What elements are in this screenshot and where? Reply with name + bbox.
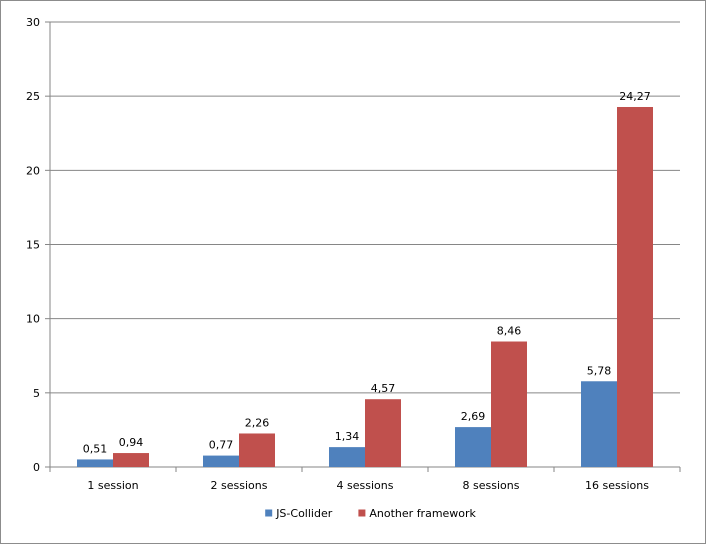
legend-label: JS-Collider	[275, 507, 333, 520]
legend-swatch	[358, 509, 366, 517]
data-label: 4,57	[371, 382, 396, 395]
bar-another-framework	[239, 433, 275, 467]
data-label: 0,94	[119, 436, 144, 449]
y-tick-label: 0	[33, 461, 40, 474]
data-labels: 0,51 0,94 0,77 2,26 1,34 4,57 2,69 8,46 5,78 24,2…	[83, 90, 651, 455]
x-tick-label: 8 sessions	[463, 479, 520, 492]
y-tick-label: 15	[26, 239, 40, 252]
y-tick-label: 20	[26, 164, 40, 177]
data-label: 2,26	[245, 416, 270, 429]
bar-js-collider	[77, 459, 113, 467]
data-label: 2,69	[461, 410, 486, 423]
y-axis-ticks: 0 5 10 15 20 25 30	[26, 16, 50, 474]
x-tick-label: 16 sessions	[585, 479, 649, 492]
bar-another-framework	[365, 399, 401, 467]
y-tick-label: 25	[26, 90, 40, 103]
y-tick-label: 5	[33, 387, 40, 400]
bar-js-collider	[329, 447, 365, 467]
x-tick-label: 1 session	[87, 479, 138, 492]
legend-label: Another framework	[369, 507, 476, 520]
bar-another-framework	[491, 341, 527, 467]
y-tick-label: 30	[26, 16, 40, 29]
bar-js-collider	[455, 427, 491, 467]
x-tick-label: 2 sessions	[211, 479, 268, 492]
legend: JS-Collider Another framework	[265, 507, 477, 520]
data-label: 24,27	[619, 90, 651, 103]
data-label: 1,34	[335, 430, 360, 443]
y-tick-label: 10	[26, 313, 40, 326]
bar-another-framework	[617, 106, 653, 468]
bar-js-collider	[581, 381, 617, 467]
bars	[77, 106, 653, 468]
x-axis-ticks: 1 session 2 sessions 4 sessions 8 sessions 1…	[49, 467, 681, 492]
x-tick-label: 4 sessions	[337, 479, 394, 492]
data-label: 8,46	[497, 325, 522, 338]
bar-another-framework	[113, 453, 149, 467]
data-label: 0,51	[83, 442, 108, 455]
data-label: 0,77	[209, 439, 234, 452]
gridlines	[50, 21, 680, 394]
legend-swatch	[265, 509, 273, 517]
data-label: 5,78	[587, 364, 612, 377]
bar-js-collider	[203, 455, 239, 467]
